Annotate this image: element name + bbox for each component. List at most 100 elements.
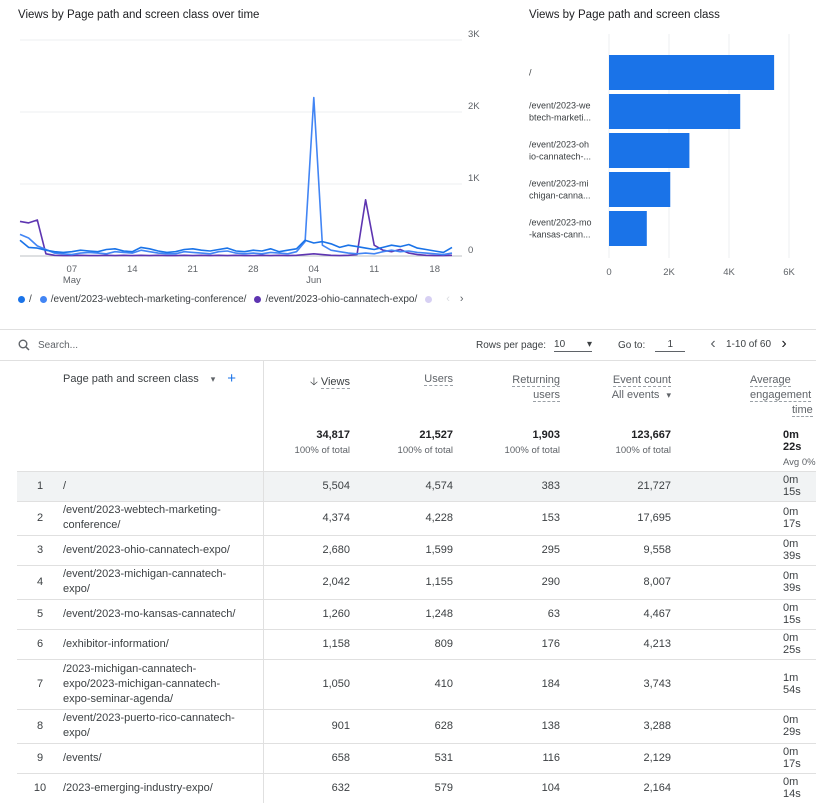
search-input[interactable]: Search...	[38, 339, 79, 351]
next-page-icon[interactable]: ›	[781, 335, 787, 352]
total-returning-sub: 100% of total	[504, 445, 560, 456]
table-row[interactable]: 5/event/2023-mo-kansas-cannatech/1,260 1,…	[17, 598, 816, 629]
row-returning: 153	[462, 500, 568, 535]
bar[interactable]	[609, 94, 741, 129]
table-row[interactable]: 8/event/2023-puerto-rico-cannatech-expo/…	[17, 708, 816, 743]
legend-item[interactable]: /event/2023-webtech-marketing-conference…	[39, 294, 246, 305]
row-users: 4,574	[357, 470, 462, 501]
row-events: 21,727	[568, 470, 691, 501]
row-avg: 0m 15s	[691, 470, 816, 501]
row-path[interactable]: /2023-michigan-cannatech-expo/2023-michi…	[63, 658, 264, 709]
x-tick-label: 21	[188, 264, 199, 275]
row-users: 4,228	[357, 500, 462, 535]
table-row[interactable]: 4/event/2023-michigan-cannatech-expo/2,0…	[17, 564, 816, 599]
col-users[interactable]: Users	[357, 361, 462, 429]
col-event-count[interactable]: Event count All events ▾	[568, 361, 691, 429]
col-returning-label-1: Returning	[512, 374, 560, 387]
page-range: 1-10 of 60	[726, 338, 772, 350]
table-row[interactable]: 3/event/2023-ohio-cannatech-expo/2,680 1,…	[17, 534, 816, 565]
row-users: 531	[357, 742, 462, 773]
row-path[interactable]: /	[63, 470, 264, 501]
prev-page-icon[interactable]: ‹	[710, 335, 716, 352]
path-line: expo/	[63, 727, 90, 739]
series-line	[19, 199, 453, 257]
dimension-header: Page path and screen class ▾ +	[17, 361, 264, 429]
table-row[interactable]: 2/event/2023-webtech-marketing-conferenc…	[17, 500, 816, 535]
legend-prev-icon[interactable]: ‹	[446, 293, 450, 305]
row-path[interactable]: /exhibitor-information/	[63, 628, 264, 659]
row-views: 1,158	[263, 628, 357, 659]
total-views: 34,817 100% of total	[263, 429, 357, 471]
add-dimension-icon[interactable]: +	[227, 370, 237, 387]
table-row[interactable]: 6/exhibitor-information/1,158 809 176 4,213…	[17, 628, 816, 659]
row-avg: 1m 54s	[691, 658, 816, 709]
x-tick-label: 11	[369, 264, 379, 275]
bar[interactable]	[609, 55, 775, 90]
row-path[interactable]: /event/2023-puerto-rico-cannatech-expo/	[63, 708, 264, 743]
row-avg: 0m 25s	[691, 628, 816, 659]
bar-category-label: -kansas-cann...	[529, 230, 591, 240]
col-users-label: Users	[424, 373, 453, 386]
bar-category-label: /event/2023-oh	[529, 140, 589, 150]
legend-label: /	[29, 293, 32, 305]
row-index: 4	[17, 564, 63, 599]
row-views: 1,050	[263, 658, 357, 709]
table-row[interactable]: 9/events/658 531 116 2,129 0m 17s	[17, 742, 816, 773]
x-tick-label: 04	[308, 264, 319, 275]
bar[interactable]	[609, 211, 647, 246]
row-events: 3,743	[568, 658, 691, 709]
bar[interactable]	[609, 133, 690, 168]
row-path[interactable]: /events/	[63, 742, 264, 773]
rows-per-page: Rows per page: 10 ▾	[476, 339, 593, 352]
row-path[interactable]: /2023-emerging-industry-expo/	[63, 772, 264, 803]
total-users-sub: 100% of total	[397, 445, 453, 456]
dimension-header-label[interactable]: Page path and screen class	[63, 373, 199, 385]
row-path[interactable]: /event/2023-webtech-marketing-conference…	[63, 500, 264, 535]
dropdown-arrow-icon: ▾	[587, 339, 593, 350]
col-views[interactable]: 🡣 Views	[263, 361, 357, 429]
x-tick-label: 4K	[723, 267, 735, 278]
path-line: /event/2023-mo-kansas-cannatech/	[63, 607, 236, 620]
bar-category-label: /event/2023-mi	[529, 179, 589, 189]
row-path[interactable]: /event/2023-michigan-cannatech-expo/	[63, 564, 264, 599]
row-views: 4,374	[263, 500, 357, 535]
col-avg-engagement[interactable]: Average engagement time	[691, 361, 816, 429]
rows-per-page-select[interactable]: 10 ▾	[554, 339, 593, 352]
table-row[interactable]: 7/2023-michigan-cannatech-expo/2023-mich…	[17, 658, 816, 709]
goto-page: Go to: 1	[618, 339, 686, 352]
legend-next-icon[interactable]: ›	[459, 293, 464, 305]
row-index: 5	[17, 598, 63, 629]
goto-label: Go to:	[618, 340, 646, 351]
row-path[interactable]: /event/2023-ohio-cannatech-expo/	[63, 534, 264, 565]
dropdown-arrow-icon: ▾	[666, 390, 671, 400]
legend-item[interactable]: /	[18, 294, 32, 305]
bar[interactable]	[609, 172, 671, 207]
x-tick-label: 0	[606, 267, 611, 278]
event-filter-label: All events	[611, 389, 660, 401]
totals-label-cell	[17, 429, 264, 471]
legend-item[interactable]: /event/2023-ohio-cannatech-expo/	[254, 294, 417, 305]
search-box[interactable]: Search...	[18, 339, 78, 351]
total-views-value: 34,817	[316, 429, 350, 441]
row-avg: 0m 14s	[691, 772, 816, 803]
col-event-count-label: Event count	[612, 374, 671, 387]
path-line: /2023-emerging-industry-expo/	[63, 781, 213, 794]
x-tick-month: May	[63, 275, 81, 286]
row-path[interactable]: /event/2023-mo-kansas-cannatech/	[63, 598, 264, 629]
event-filter[interactable]: All events ▾	[612, 389, 671, 401]
col-avg-label-2: engagement	[750, 389, 812, 402]
col-returning[interactable]: Returning users	[462, 361, 568, 429]
total-events-sub: 100% of total	[615, 445, 671, 456]
row-avg: 0m 15s	[691, 598, 816, 629]
row-views: 901	[263, 708, 357, 743]
row-index: 8	[17, 708, 63, 743]
total-avg: 0m 22s Avg 0%	[691, 429, 816, 471]
dimension-dropdown-icon[interactable]: ▾	[210, 373, 216, 384]
row-views: 632	[263, 772, 357, 803]
table-row[interactable]: 1/ 5,504 4,574 383 21,727 0m 15s	[17, 470, 816, 501]
row-views: 658	[263, 742, 357, 773]
path-line: /	[63, 479, 67, 492]
table-row[interactable]: 10/2023-emerging-industry-expo/632 579 104…	[17, 772, 816, 803]
path-line: expo/2023-michigan-cannatech-	[63, 677, 221, 690]
goto-input[interactable]: 1	[655, 339, 686, 352]
